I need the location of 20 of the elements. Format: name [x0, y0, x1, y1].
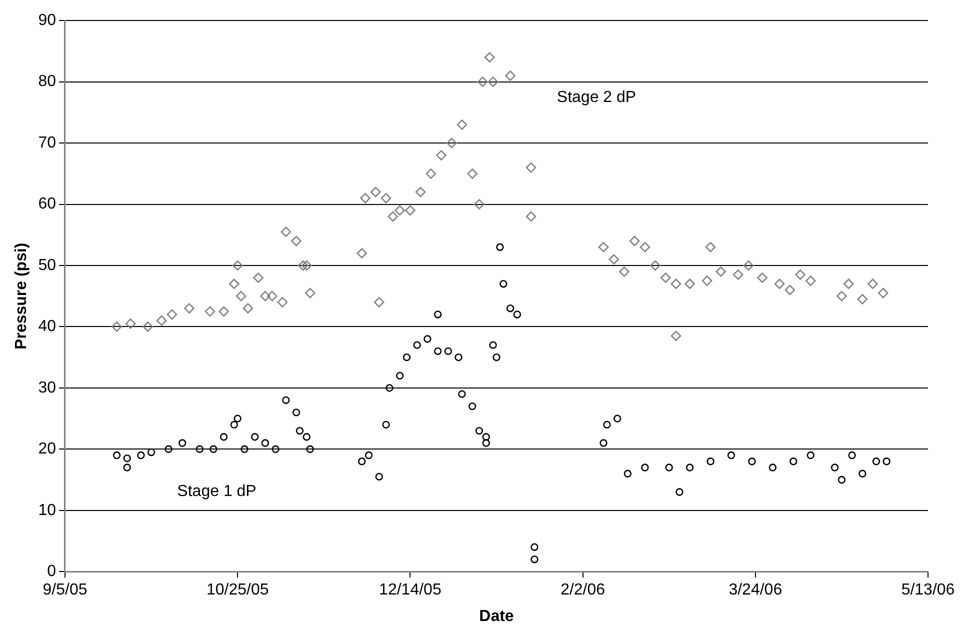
x-tick-label: 5/13/06	[901, 582, 955, 599]
y-tick-label: 10	[38, 502, 56, 519]
x-tick-label: 3/24/06	[728, 582, 782, 599]
y-tick-label: 90	[38, 12, 56, 30]
y-tick-label: 60	[38, 196, 56, 213]
x-tick-label: 9/5/05	[42, 582, 88, 599]
y-tick-label: 0	[47, 563, 56, 580]
y-tick-label: 80	[38, 73, 56, 90]
y-tick-label: 30	[38, 379, 56, 396]
y-axis-title: Pressure (psi)	[13, 242, 30, 350]
y-tick-label: 50	[38, 256, 56, 274]
y-tick-label: 20	[38, 440, 56, 458]
y-tick-label: 70	[38, 134, 56, 152]
y-tick-label: 40	[38, 318, 56, 336]
text: Stage 2 dP	[556, 89, 636, 106]
x-axis-title: Date	[479, 608, 514, 625]
x-tick-label: 10/25/05	[206, 582, 269, 599]
x-tick-label: 2/2/06	[560, 582, 606, 599]
x-tick-label: 12/14/05	[379, 582, 442, 599]
series-label: Stage 1 dP	[177, 483, 256, 500]
